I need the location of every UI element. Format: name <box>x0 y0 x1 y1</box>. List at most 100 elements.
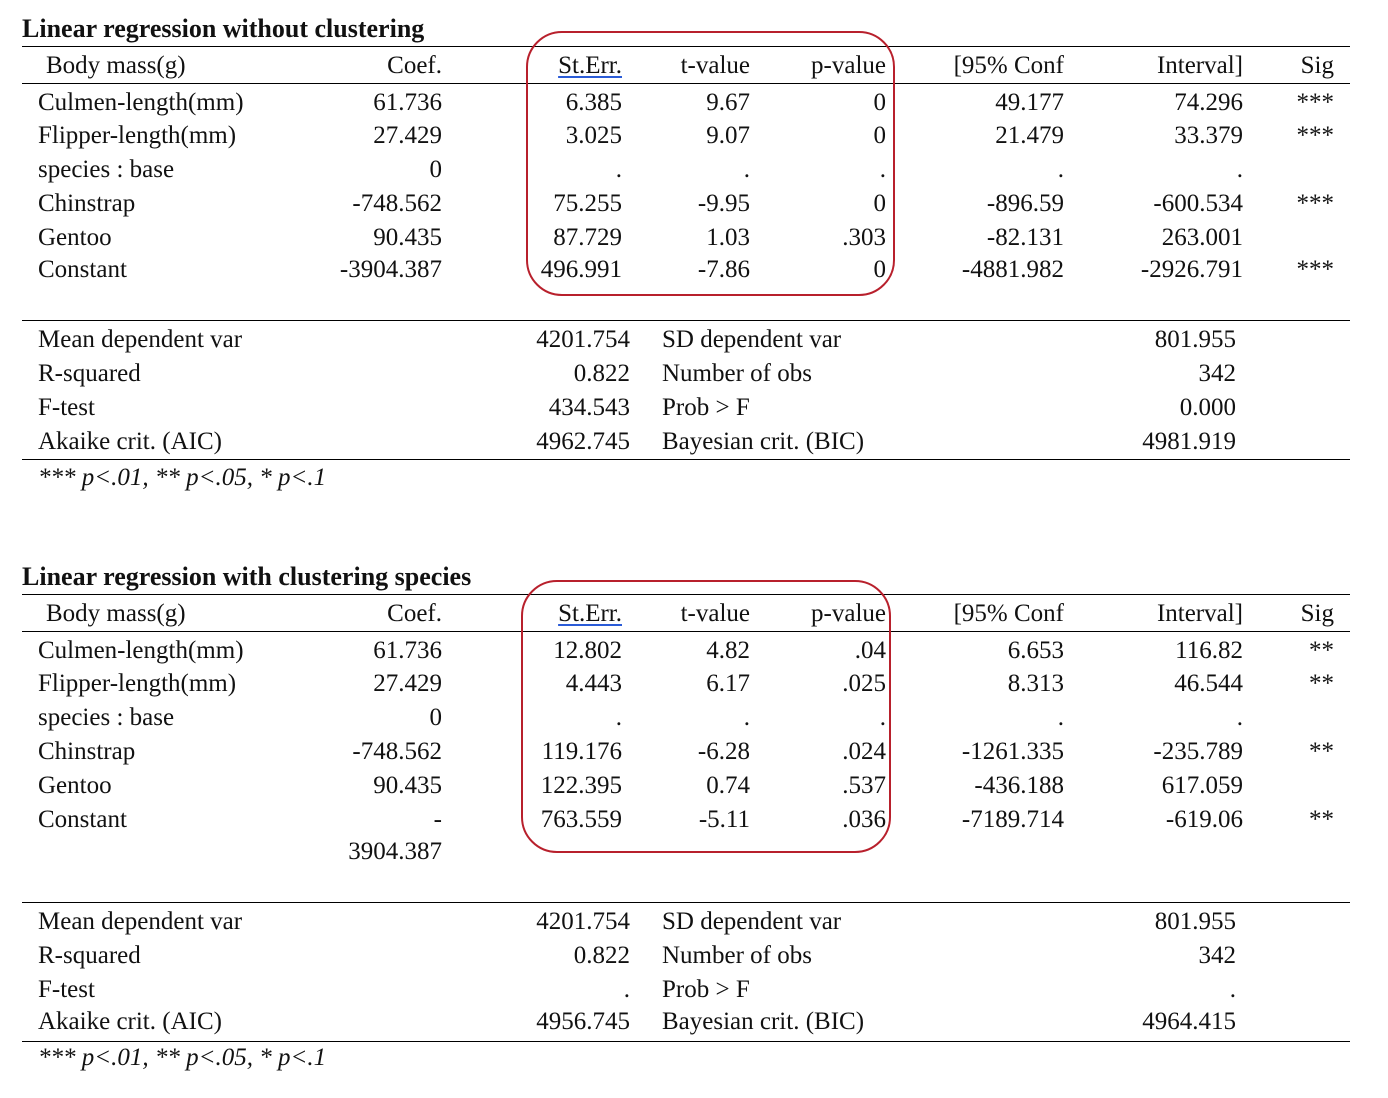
table-1-stat-3-value-2: 0.000 <box>1179 394 1236 421</box>
table-2-row-6-variable: Constant <box>38 806 127 833</box>
table-2-row-5-tvalue: 0.74 <box>706 772 750 799</box>
table-2-row-5-conf-low: -436.188 <box>974 772 1064 799</box>
table-1-row-3-coef: 0 <box>429 156 443 183</box>
table-2-constant-coef-wrap: 3904.387 <box>348 838 442 865</box>
table-2-row-4-conf-low: -1261.335 <box>961 738 1064 765</box>
table-1-row-1-sterr: 6.385 <box>565 89 622 116</box>
table-2-row-1-variable: Culmen-length(mm) <box>38 637 244 664</box>
table-2-stat-2-value-2: 342 <box>1198 942 1237 969</box>
table-1-stats-bottom-rule <box>22 459 1350 460</box>
table-2-stat-3-label-2: Prob > F <box>662 976 750 1003</box>
table-1-title: Linear regression without clustering <box>22 14 425 43</box>
table-1-stat-1-value-2: 801.955 <box>1154 326 1236 353</box>
table-1-row-1-tvalue: 9.67 <box>706 89 750 116</box>
table-2-stat-2-label: R-squared <box>38 942 141 969</box>
table-2-stat-1-label-2: SD dependent var <box>662 908 842 935</box>
table-1-row-2-conf-high: 33.379 <box>1174 122 1243 149</box>
table-2-row-1-sig: ** <box>1309 637 1334 664</box>
table-1-stat-2-label: R-squared <box>38 360 141 387</box>
table-1-row-6-sig: *** <box>1296 256 1335 283</box>
table-1-row-4-sterr: 75.255 <box>553 190 622 217</box>
table-1-row-2-tvalue: 9.07 <box>706 122 750 149</box>
table-1-stat-2-value: 0.822 <box>573 360 630 387</box>
table-2-highlight-box <box>521 580 891 853</box>
table-2-title: Linear regression with clustering specie… <box>22 562 472 591</box>
table-1-row-3-tvalue: . <box>743 156 750 183</box>
table-1-header-coef: Coef. <box>387 52 442 79</box>
table-1-stat-1-label-2: SD dependent var <box>662 326 842 353</box>
table-2-row-5-conf-high: 617.059 <box>1161 772 1243 799</box>
table-2-row-1-sterr: 12.802 <box>553 637 622 664</box>
table-1-stat-4-label: Akaike crit. (AIC) <box>38 428 222 455</box>
table-2-row-2-conf-high: 46.544 <box>1174 670 1243 697</box>
table-1-row-5-sterr: 87.729 <box>553 224 622 251</box>
table-2-row-4-sterr: 119.176 <box>541 738 622 765</box>
table-2-row-4-sig: ** <box>1309 738 1334 765</box>
table-1-top-rule <box>22 46 1350 47</box>
table-2-stat-2-label-2: Number of obs <box>662 942 812 969</box>
table-1-row-2-pvalue: 0 <box>873 122 887 149</box>
table-2-header-rule <box>22 631 1350 632</box>
table-2-row-1-conf-low: 6.653 <box>1007 637 1064 664</box>
table-2-row-5-sterr: 122.395 <box>540 772 622 799</box>
table-2-row-6-coef: - <box>433 806 442 833</box>
table-1-row-3-conf-low: . <box>1057 156 1064 183</box>
table-2-row-2-coef: 27.429 <box>373 670 442 697</box>
table-2-row-6-sig: ** <box>1309 806 1334 833</box>
table-2-header-coef: Coef. <box>387 600 442 627</box>
table-1-highlight-box <box>526 31 895 296</box>
table-1-stat-2-label-2: Number of obs <box>662 360 812 387</box>
table-1-row-2-variable: Flipper-length(mm) <box>38 122 237 149</box>
table-1-significance-note: *** p<.01, ** p<.05, * p<.1 <box>38 464 327 491</box>
table-1-row-2-sterr: 3.025 <box>565 122 622 149</box>
table-2-row-6-conf-high: -619.06 <box>1165 806 1243 833</box>
table-2-significance-note: *** p<.01, ** p<.05, * p<.1 <box>38 1044 327 1071</box>
table-2-row-4-conf-high: -235.789 <box>1153 738 1243 765</box>
table-2-header-conf-low: [95% Conf <box>953 600 1064 627</box>
table-1-row-5-pvalue: .303 <box>842 224 886 251</box>
table-2-stat-4-label: Akaike crit. (AIC) <box>38 1008 222 1035</box>
table-2-row-6-conf-low: -7189.714 <box>961 806 1064 833</box>
table-1-row-5-conf-high: 263.001 <box>1161 224 1243 251</box>
table-1-row-1-variable: Culmen-length(mm) <box>38 89 244 116</box>
table-1-row-2-conf-low: 21.479 <box>995 122 1064 149</box>
table-2-row-5-coef: 90.435 <box>373 772 442 799</box>
table-2-header-variable: Body mass(g) <box>46 600 186 627</box>
table-1-row-4-conf-low: -896.59 <box>986 190 1064 217</box>
table-1-row-2-sig: *** <box>1296 122 1335 149</box>
table-1-stat-2-value-2: 342 <box>1198 360 1237 387</box>
table-1-row-6-conf-high: -2926.791 <box>1140 256 1243 283</box>
table-1-stat-4-value-2: 4981.919 <box>1142 428 1236 455</box>
table-1-stat-3-label: F-test <box>38 394 95 421</box>
table-2-top-rule <box>22 594 1350 595</box>
table-1-row-1-conf-high: 74.296 <box>1174 89 1243 116</box>
table-2-row-5-pvalue: .537 <box>842 772 886 799</box>
table-1-header-sterr: St.Err. <box>558 52 622 79</box>
table-2-row-3-tvalue: . <box>743 704 750 731</box>
table-1-row-4-variable: Chinstrap <box>38 190 136 217</box>
table-2-stat-3-value-2: . <box>1229 976 1236 1003</box>
table-2-header-sig: Sig <box>1300 600 1334 627</box>
table-2-row-3-variable: species : base <box>38 704 175 731</box>
table-1-row-4-coef: -748.562 <box>352 190 442 217</box>
table-1-row-3-conf-high: . <box>1236 156 1243 183</box>
table-1-row-4-sig: *** <box>1296 190 1335 217</box>
table-1-stat-1-label: Mean dependent var <box>38 326 243 353</box>
table-2-row-2-conf-low: 8.313 <box>1007 670 1064 697</box>
table-2-stats-bottom-rule <box>22 1041 1350 1042</box>
table-1-header-sig: Sig <box>1300 52 1334 79</box>
table-2-row-6-tvalue: -5.11 <box>698 806 750 833</box>
table-2-stat-4-label-2: Bayesian crit. (BIC) <box>662 1008 865 1035</box>
table-2-stat-1-value: 4201.754 <box>536 908 630 935</box>
table-2-row-3-coef: 0 <box>429 704 443 731</box>
table-2-row-3-sterr: . <box>615 704 622 731</box>
table-1-row-1-coef: 61.736 <box>373 89 442 116</box>
table-1-stats-top-rule <box>22 320 1350 321</box>
table-1-row-3-pvalue: . <box>879 156 886 183</box>
table-1-stat-1-value: 4201.754 <box>536 326 630 353</box>
table-2-row-3-conf-high: . <box>1236 704 1243 731</box>
table-2-row-1-conf-high: 116.82 <box>1175 637 1243 664</box>
table-2-row-2-pvalue: .025 <box>842 670 886 697</box>
table-2-stats-top-rule <box>22 902 1350 903</box>
table-1-row-5-variable: Gentoo <box>38 224 112 251</box>
